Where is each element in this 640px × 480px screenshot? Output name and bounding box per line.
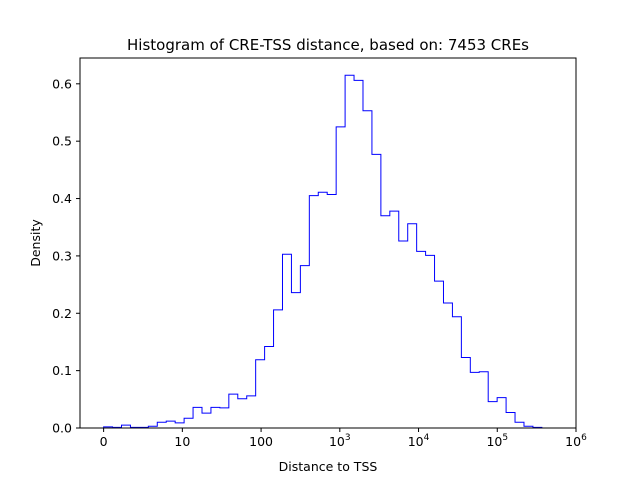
x-tick-label: 100	[249, 434, 273, 449]
plot-area	[79, 57, 577, 429]
y-tick-label: 0.1	[52, 363, 72, 378]
y-tick-label: 0.4	[52, 191, 72, 206]
x-tick-label: 0	[100, 434, 108, 449]
plot-frame	[79, 57, 577, 429]
x-tick-exponent: 4	[424, 433, 430, 443]
x-tick-exponent: 3	[345, 433, 351, 443]
x-tick-label: 10	[174, 434, 190, 449]
chart-title: Histogram of CRE-TSS distance, based on:…	[127, 36, 529, 54]
y-axis: 0.0 0.1 0.2 0.3 0.4 0.5 0.6	[52, 76, 80, 436]
x-axis-title: Distance to TSS	[279, 459, 378, 474]
y-axis-title: Density	[28, 219, 43, 267]
x-tick-label: 104	[408, 433, 430, 449]
histogram-step-series	[103, 74, 543, 428]
x-tick-label: 106	[565, 433, 587, 449]
x-tick-exponent: 6	[581, 433, 587, 443]
y-tick-label: 0.3	[52, 248, 72, 263]
y-tick-label: 0.6	[52, 76, 72, 91]
x-axis: 0 10 100 103 104 105 106	[100, 428, 587, 449]
x-tick-label: 103	[329, 433, 351, 449]
x-tick-exponent: 5	[502, 433, 508, 443]
y-tick-label: 0.2	[52, 306, 72, 321]
y-tick-label: 0.5	[52, 134, 72, 149]
y-tick-label: 0.0	[52, 421, 72, 436]
x-tick-label: 105	[486, 433, 508, 449]
